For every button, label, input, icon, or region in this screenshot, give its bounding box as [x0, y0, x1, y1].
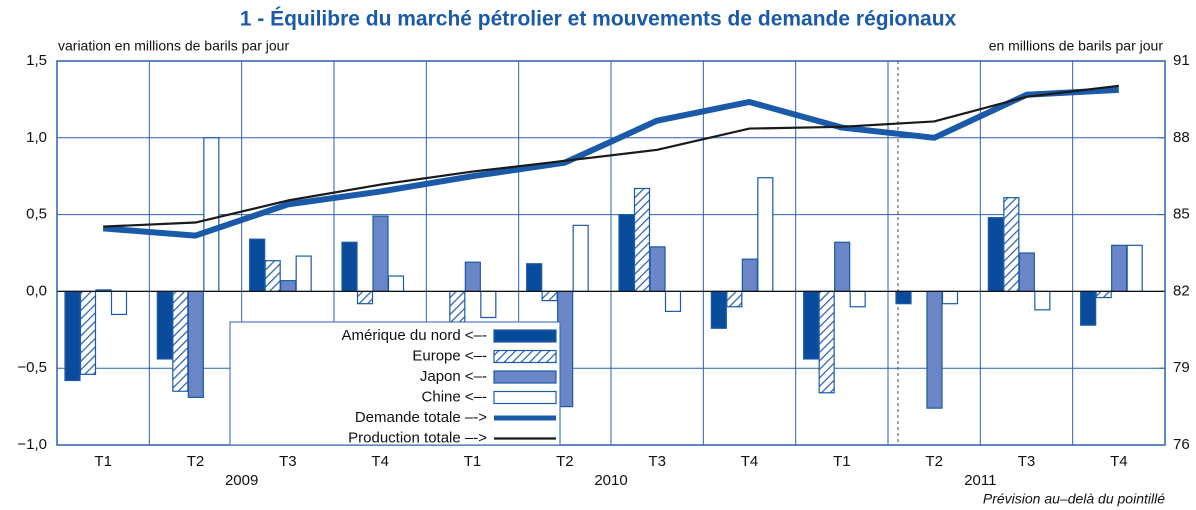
bar — [1095, 290, 1112, 299]
bar — [64, 290, 81, 382]
bar — [187, 290, 204, 398]
bar — [356, 290, 374, 305]
legend: Amérique du nord <–- Europe <–- Japon <–- C… — [229, 321, 561, 446]
y2-tick-label: 85 — [1173, 206, 1190, 223]
bar — [341, 241, 358, 293]
legend-swatch — [493, 349, 557, 364]
y-axis-label: variation en millions de barils par jour — [58, 38, 289, 54]
bar — [526, 263, 543, 293]
x-tick-label: T2 — [556, 453, 574, 470]
legend-swatch — [493, 370, 557, 384]
x-tick-label: T2 — [187, 453, 205, 470]
y2-tick-label: 82 — [1173, 282, 1190, 299]
bar — [710, 290, 727, 329]
bar — [1018, 252, 1035, 293]
bar — [987, 217, 1004, 292]
bar — [572, 224, 589, 293]
bar — [741, 258, 758, 293]
x-tick-label: T2 — [925, 453, 943, 470]
x-tick-label: T1 — [94, 453, 112, 470]
y-tick-label: 0,5 — [26, 206, 47, 223]
legend-label: Europe <–- — [412, 347, 487, 364]
y2-tick-label: 91 — [1173, 52, 1190, 69]
line — [103, 84, 1119, 228]
bar — [849, 290, 866, 308]
bar — [941, 290, 959, 305]
bar — [649, 246, 666, 293]
y-tick-label: 1,0 — [26, 129, 47, 146]
bar — [449, 290, 466, 325]
year-label: 2009 — [225, 472, 258, 489]
bar — [280, 280, 297, 293]
bar — [895, 290, 912, 305]
bar — [633, 187, 651, 293]
bar — [1003, 197, 1020, 292]
y-tick-label: 1,5 — [26, 52, 47, 69]
bar — [156, 290, 173, 360]
bar — [372, 215, 389, 293]
bar — [110, 290, 128, 316]
x-tick-label: T3 — [279, 453, 297, 470]
bar — [295, 255, 312, 292]
y2-tick-label: 88 — [1173, 129, 1190, 146]
bar — [818, 290, 835, 394]
year-label: 2010 — [594, 472, 627, 489]
bar — [803, 290, 820, 360]
y2-tick-label: 76 — [1173, 436, 1190, 453]
line — [102, 86, 1119, 239]
note: Prévision au–delà du pointillé — [983, 491, 1165, 507]
legend-swatch — [493, 390, 557, 405]
bar — [480, 290, 497, 319]
x-tick-label: T3 — [648, 453, 666, 470]
bar — [1111, 244, 1128, 293]
bar — [172, 290, 189, 392]
y2-axis-label: en millions de barils par jour — [989, 38, 1164, 54]
bar — [664, 290, 682, 312]
bar — [79, 290, 97, 375]
bar — [1080, 290, 1097, 326]
bar — [757, 177, 774, 292]
legend-label: Japon <–- — [420, 368, 487, 385]
x-tick-label: T1 — [833, 453, 851, 470]
bar — [249, 238, 266, 292]
legend-swatch — [493, 329, 557, 343]
bar — [203, 137, 220, 293]
bar — [541, 290, 558, 302]
bar — [1034, 290, 1051, 311]
y-tick-label: −1,0 — [17, 436, 47, 453]
legend-label: Chine <–- — [422, 388, 487, 405]
x-tick-label: T4 — [371, 453, 389, 470]
x-tick-label: T4 — [741, 453, 759, 470]
year-label: 2011 — [964, 472, 996, 489]
x-tick-label: T1 — [464, 453, 482, 470]
bar — [926, 290, 943, 409]
bar — [834, 241, 851, 293]
legend-label: Amérique du nord <–- — [341, 327, 487, 344]
y-tick-label: −0,5 — [17, 359, 47, 376]
y-tick-label: 0,0 — [26, 282, 47, 299]
y2-tick-label: 79 — [1173, 359, 1190, 376]
plot-frame — [56, 60, 1166, 446]
legend-label: Production totale –-> — [348, 429, 487, 446]
chart-title: 1 - Équilibre du marché pétrolier et mou… — [240, 8, 957, 31]
bar — [464, 261, 481, 293]
bar — [387, 275, 405, 293]
legend-label: Demande totale –-> — [355, 409, 487, 426]
bar — [1126, 244, 1143, 293]
bar — [726, 290, 743, 308]
bar — [264, 260, 281, 292]
x-tick-label: T4 — [1110, 453, 1128, 470]
x-tick-label: T3 — [1018, 453, 1036, 470]
bar — [618, 214, 635, 293]
